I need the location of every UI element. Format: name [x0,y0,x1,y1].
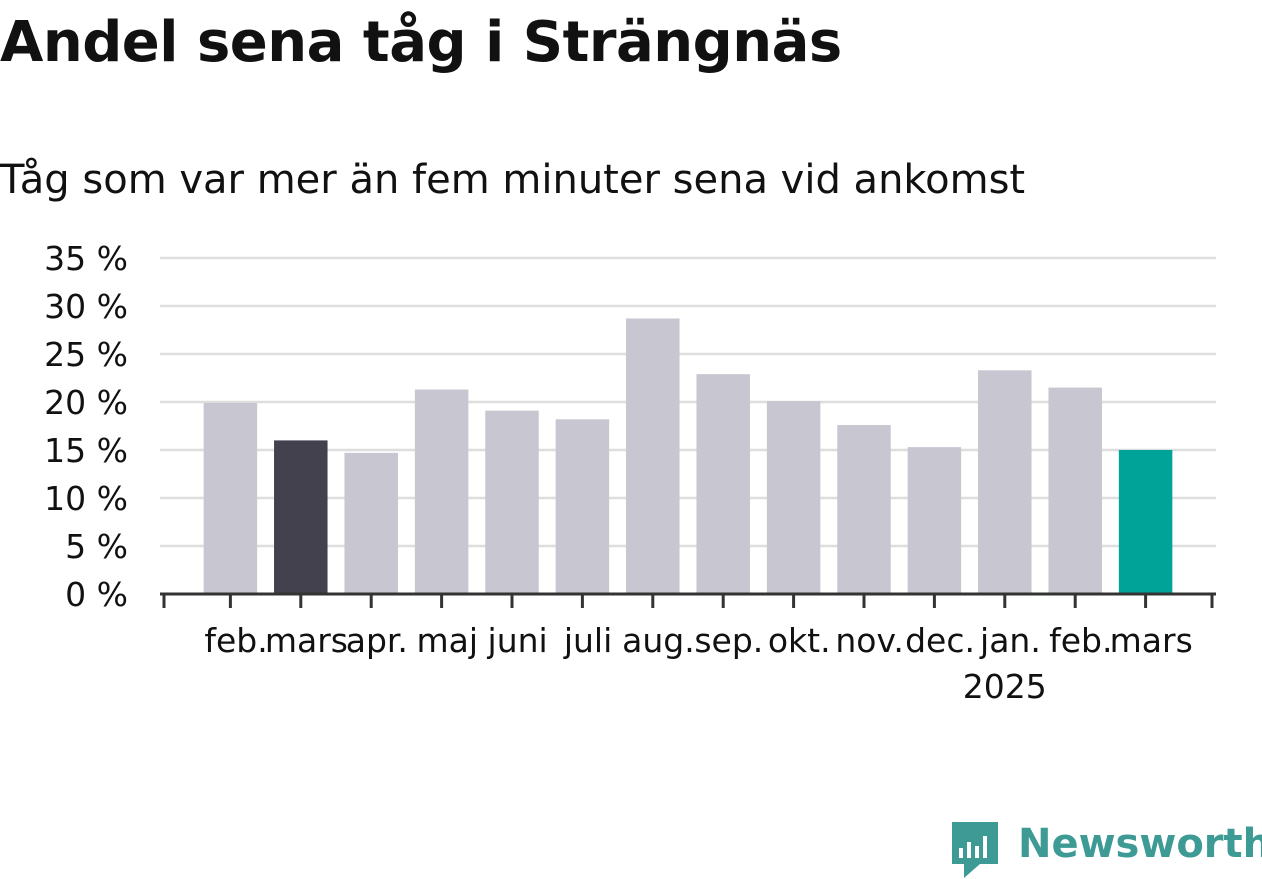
y-axis-tick-labels: 0 % 5 % 10 % 15 % 20 % 25 % 30 % 35 % [44,239,128,614]
gridlines [160,256,1216,548]
x-tick-label: feb. [204,621,267,660]
y-tick-label: 10 % [44,479,128,518]
y-tick-label: 20 % [44,383,128,422]
chart-title: Andel sena tåg i Strängnäs [0,10,842,75]
bar [274,440,328,594]
x-tick-label: juni [487,621,548,660]
bar [696,374,750,594]
x-tick-label: maj [416,621,478,660]
x-tick-label: okt. [768,621,831,660]
y-tick-label: 25 % [44,335,128,374]
bar [344,452,398,594]
newsworthy-logo-icon [952,822,998,878]
bar [555,419,610,594]
chart-subtitle: Tåg som var mer än fem minuter sena vid … [0,157,1026,203]
x-tick-label: apr. [346,621,408,660]
newsworthy-logo: Newsworthy [950,820,1262,878]
bar [414,389,469,594]
bar [485,410,539,594]
bar [907,447,962,594]
x-tick-label: jan. [979,621,1041,660]
x-tick-label: mars [1110,621,1193,660]
x-tick-label: dec. [905,621,975,660]
bar [626,318,680,594]
brand-name: Newsworthy [1018,821,1262,867]
bar [978,370,1032,594]
y-tick-label: 35 % [44,239,128,278]
bar [837,425,891,594]
bar [203,402,258,594]
x-axis [160,592,1216,608]
bars [203,318,1173,594]
y-tick-label: 15 % [44,431,128,470]
x-tick-label: feb. [1049,621,1112,660]
bar [1118,450,1173,594]
y-tick-label: 5 % [65,527,128,566]
x-tick-label: sep. [694,621,763,660]
bar [1048,387,1102,594]
x-tick-label: mars [265,621,348,660]
y-tick-label: 0 % [65,575,128,614]
x-axis-year-label: 2025 [963,667,1047,706]
x-tick-label: juli [563,621,612,660]
y-tick-label: 30 % [44,287,128,326]
x-tick-label: aug. [622,621,695,660]
x-tick-label: nov. [835,621,904,660]
bar [766,401,821,594]
